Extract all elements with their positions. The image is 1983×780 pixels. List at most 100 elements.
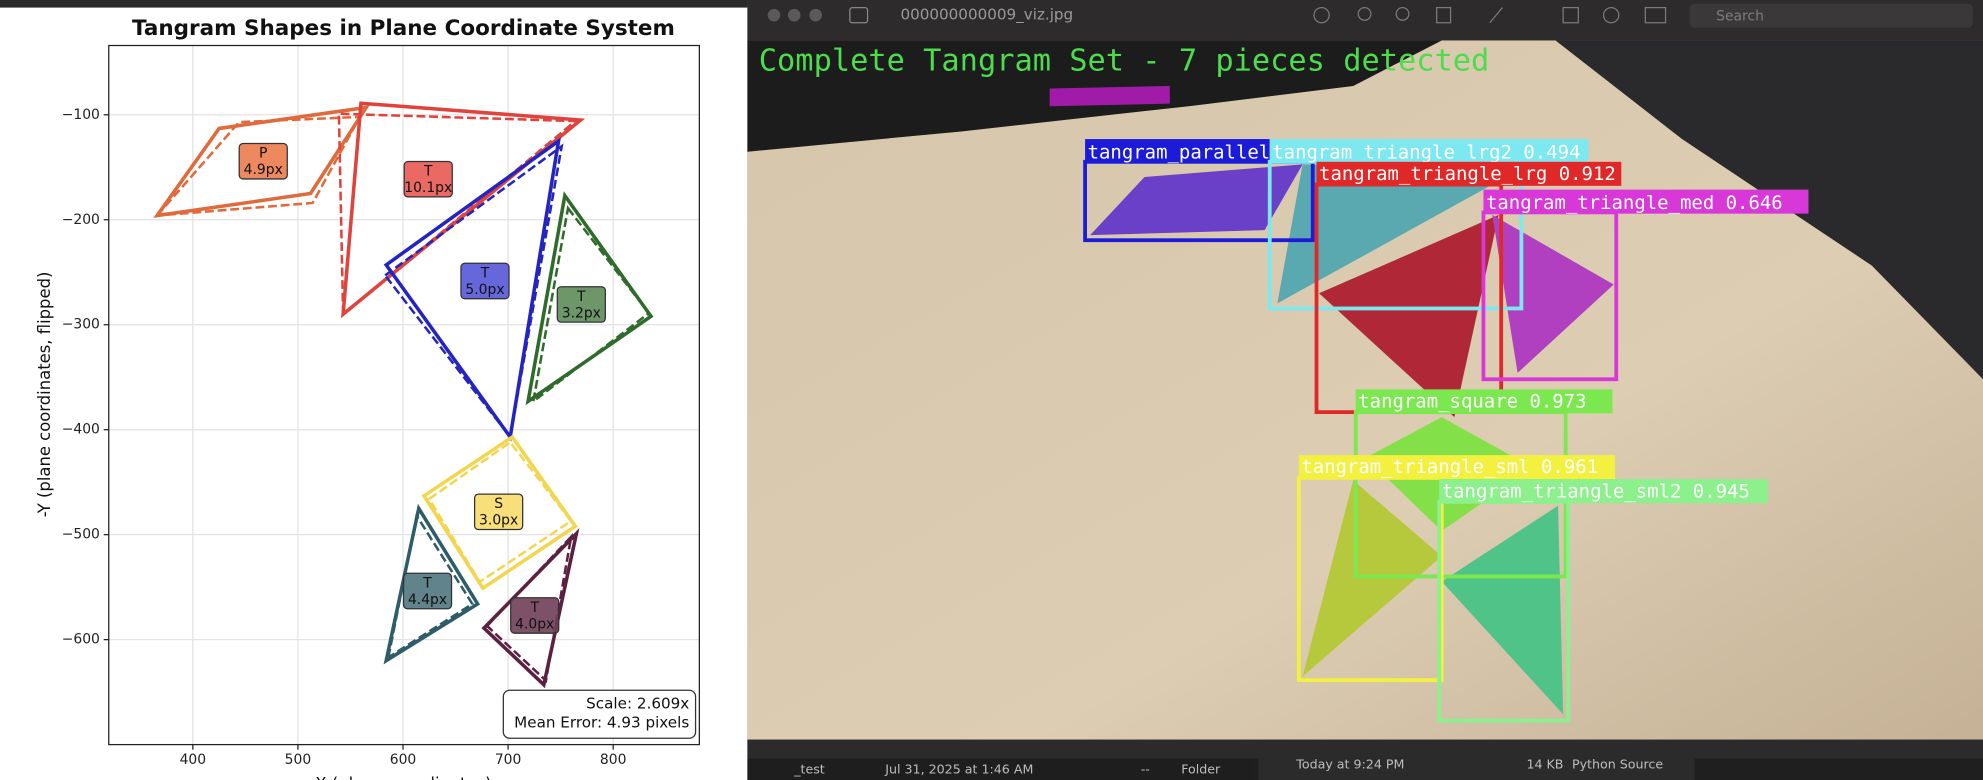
- rotate-icon[interactable]: [1562, 6, 1579, 24]
- y-tick-label: −300: [62, 317, 100, 333]
- box-label-bg: [1483, 189, 1809, 214]
- close-button[interactable]: [767, 8, 781, 22]
- info-scale: Scale: 2.609x: [586, 695, 689, 713]
- shape-label-box: [556, 286, 606, 323]
- x-axis-label: X (plane coordinates): [315, 775, 491, 780]
- detected-outline: [383, 137, 561, 442]
- x-tick-label: 700: [495, 752, 522, 768]
- shape-label-box: [238, 142, 288, 180]
- search-field[interactable]: [1689, 3, 1973, 28]
- detection-label: tangram_triangle_sml 0.961: [1301, 456, 1598, 478]
- shape-error: 4.4px: [408, 592, 447, 608]
- finder-date: Jul 31, 2025 at 1:46 AM: [884, 761, 1033, 776]
- finder-name: _test: [793, 761, 825, 776]
- sidebar-button[interactable]: [849, 6, 869, 24]
- detection-label: tangram_parallel: [1088, 141, 1271, 163]
- y-tick-label: −600: [62, 632, 100, 648]
- chart-title: Tangram Shapes in Plane Coordinate Syste…: [132, 16, 675, 41]
- shape-label-box: [510, 597, 560, 634]
- y-tick-label: −100: [62, 107, 100, 123]
- detection-label: tangram_triangle_lrg 0.912: [1319, 163, 1616, 185]
- finder-size: --: [1141, 761, 1150, 776]
- x-tick-label: 800: [600, 752, 627, 768]
- ideal-outline: [383, 143, 564, 441]
- plot: 400 500 600 700 800 −100 −200 −300 −400 −500 −600 P…: [62, 44, 700, 768]
- toolbar-icons: [1313, 6, 1667, 24]
- top-strip: [0, 0, 748, 8]
- finder-row[interactable]: [747, 758, 1254, 780]
- finder-kind: Folder: [1181, 761, 1221, 776]
- shape-label: T: [529, 600, 539, 616]
- info-icon[interactable]: [1313, 6, 1330, 24]
- annotate-icon[interactable]: [1602, 6, 1620, 24]
- share-icon[interactable]: [1436, 6, 1452, 24]
- shape-error: 4.0px: [515, 616, 554, 632]
- detection-label: tangram_triangle_sml2 0.945: [1442, 480, 1750, 502]
- minimize-button[interactable]: [787, 8, 801, 22]
- shape-error: 3.2px: [562, 305, 601, 321]
- window-title: 000000000009_viz.jpg: [900, 6, 1073, 25]
- finder-kind: Python Source: [1572, 756, 1663, 771]
- piece: [1319, 214, 1499, 418]
- shape-label-box: [403, 160, 453, 198]
- plot-panel: [0, 0, 748, 780]
- y-tick-label: −200: [62, 212, 100, 228]
- box-label-bg: [1298, 455, 1615, 480]
- search-placeholder: Search: [1716, 8, 1764, 24]
- markup-icon[interactable]: [1489, 7, 1503, 24]
- detected-outline: [481, 527, 580, 689]
- frame: [747, 739, 1983, 759]
- shape-label: T: [422, 575, 432, 591]
- shape-error: 3.0px: [479, 513, 518, 529]
- shape-label: T: [423, 164, 433, 180]
- detected-outline: [421, 434, 578, 591]
- zoom-in-icon[interactable]: [1395, 6, 1410, 21]
- object: [1049, 85, 1170, 107]
- finder-date: Today at 9:24 PM: [1295, 756, 1404, 771]
- box-label-bg: [1355, 389, 1613, 414]
- info-error: Mean Error: 4.93 pixels: [514, 714, 689, 732]
- form-icon[interactable]: [1644, 6, 1667, 24]
- plot-frame: [108, 44, 700, 746]
- shape-label: T: [576, 289, 586, 305]
- y-tick-label: −500: [62, 527, 100, 543]
- info-box: [502, 689, 697, 739]
- finder-size: 14 KB: [1526, 756, 1563, 771]
- y-tick-label: −400: [62, 422, 100, 438]
- shape-error: 10.1px: [404, 180, 452, 196]
- x-tick-label: 500: [285, 752, 312, 768]
- x-tick-label: 400: [180, 752, 207, 768]
- box-label-bg: [1269, 139, 1589, 164]
- shape-label-box: [460, 262, 510, 300]
- shape-label: T: [480, 265, 490, 281]
- detection-label: tangram_square 0.973: [1358, 391, 1586, 413]
- zoom-button[interactable]: [809, 8, 823, 22]
- y-axis-label: -Y (plane coordinates, flipped): [35, 272, 54, 518]
- piece: [1277, 164, 1518, 304]
- detected-outline: [525, 191, 654, 406]
- shape-label: S: [494, 496, 503, 512]
- zoom-out-icon[interactable]: [1357, 6, 1372, 21]
- detected-outline: [340, 101, 586, 319]
- shape-error: 5.0px: [465, 282, 504, 298]
- finder-row[interactable]: [1258, 758, 1695, 780]
- keyboard: [1555, 40, 1983, 380]
- box-label-bg: [1085, 139, 1270, 164]
- shape-label-box: [473, 493, 524, 531]
- detection-label: tangram_triangle_lrg2 0.494: [1272, 141, 1580, 163]
- x-tick-label: 600: [390, 752, 417, 768]
- piece: [1090, 164, 1303, 236]
- detected-outline: [383, 503, 481, 665]
- detection-label: tangram_triangle_med 0.646: [1486, 192, 1783, 214]
- box-label-bg: [1316, 161, 1622, 186]
- shape-label-box: [402, 572, 453, 610]
- shape-error: 4.9px: [244, 162, 283, 178]
- piece: [1441, 505, 1564, 715]
- detections: tangram_parallel tangram_triangle_lrg2 0…: [1083, 139, 1809, 723]
- detected-outline: [153, 105, 370, 218]
- ideal-outline: [386, 512, 475, 661]
- box-label-bg: [1439, 479, 1769, 504]
- overlay-title: Complete Tangram Set - 7 pieces detected: [759, 43, 1490, 78]
- shape-label: P: [259, 146, 267, 162]
